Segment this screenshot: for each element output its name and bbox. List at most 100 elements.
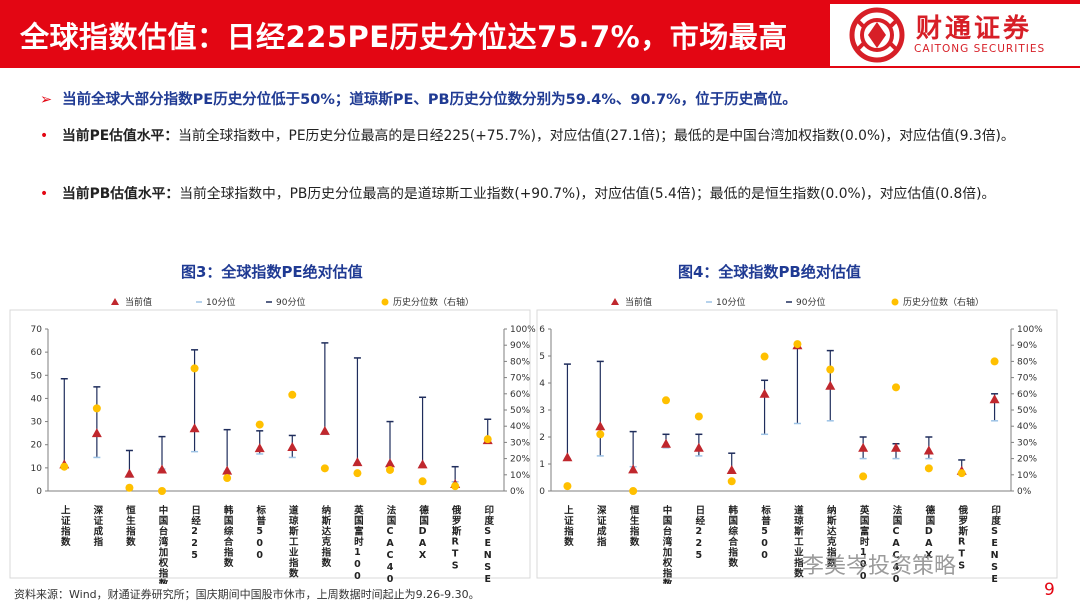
percentile-point — [255, 420, 264, 429]
x-tick-label: 纳斯达克指数 — [825, 504, 838, 568]
logo-emblem-icon — [849, 7, 905, 63]
percentile-point — [990, 357, 999, 366]
bullet-pb-label: 当前PB估值水平： — [62, 186, 180, 202]
lead-text: 当前全球大部分指数PE历史分位低于50%；道琼斯PE、PB历史分位数分别为59.… — [62, 92, 797, 108]
y2-tick-label: 40% — [510, 422, 530, 432]
current-value-marker — [693, 442, 704, 452]
watermark-text: 李美岑投资策略 — [802, 554, 957, 579]
logo-text-cn: 财通证券 — [916, 14, 1033, 44]
x-tick-label: 道琼斯工业指数 — [792, 504, 805, 578]
bullet-dot-icon: • — [40, 186, 49, 202]
legend-current-marker — [611, 298, 619, 305]
x-tick-label: 印度SENSEX30 — [989, 504, 1001, 584]
percentile-point — [418, 477, 427, 486]
y-tick-label: 6 — [539, 325, 545, 335]
percentile-point — [451, 482, 460, 491]
x-tick-label: 英国富时100 — [858, 504, 870, 583]
x-tick-label: 韩国综合指数 — [726, 504, 739, 568]
y2-tick-label: 50% — [510, 406, 530, 416]
legend-percentile-marker — [891, 298, 899, 306]
x-tick-label: 上证指数 — [59, 504, 72, 547]
y2-tick-label: 100% — [510, 325, 536, 335]
y-tick-label: 50 — [31, 371, 43, 381]
percentile-point — [483, 435, 492, 444]
percentile-point — [826, 365, 835, 374]
legend-current-label: 当前值 — [125, 296, 152, 308]
legend-current-label: 当前值 — [625, 296, 652, 308]
x-tick-label: 法国CAC40 — [891, 504, 903, 584]
chart-pb-title: 图4：全球指数PB绝对估值 — [678, 263, 861, 281]
y2-tick-label: 40% — [1017, 422, 1037, 432]
legend-p10-label: 10分位 — [206, 296, 235, 308]
percentile-point — [694, 412, 703, 421]
percentile-point — [859, 472, 868, 481]
x-tick-label: 深证成指 — [595, 504, 607, 547]
current-value-marker — [858, 442, 869, 452]
current-value-marker — [891, 442, 901, 452]
legend-current-marker — [111, 298, 119, 305]
current-value-marker — [222, 465, 233, 475]
x-tick-label: 道琼斯工业指数 — [287, 504, 300, 578]
percentile-point — [92, 404, 101, 413]
legend-percentile-label: 历史分位数（右轴） — [393, 296, 474, 308]
legend-p90-label: 90分位 — [276, 296, 305, 308]
y2-tick-label: 90% — [1017, 341, 1037, 351]
y2-tick-label: 20% — [1017, 455, 1037, 465]
y2-tick-label: 70% — [510, 374, 530, 384]
x-tick-label: 英国富时100 — [352, 504, 364, 583]
x-tick-label: 标普500 — [254, 504, 267, 562]
y-tick-label: 0 — [36, 487, 42, 497]
x-tick-label: 上证指数 — [562, 504, 575, 547]
chart-pb: 01234560%10%20%30%40%50%60%70%80%90%100%… — [536, 296, 1058, 584]
x-tick-label: 德国DAX — [417, 504, 429, 562]
chart-pe-title: 图3：全球指数PE绝对估值 — [181, 263, 363, 281]
y2-tick-label: 0% — [510, 487, 525, 497]
current-value-marker — [759, 388, 770, 398]
percentile-point — [158, 487, 166, 495]
y2-tick-label: 20% — [510, 455, 530, 465]
percentile-point — [596, 430, 605, 439]
x-tick-label: 德国DAX — [923, 504, 935, 562]
y-tick-label: 1 — [539, 460, 545, 470]
bullet-pb-text: 当前全球指数中，PB历史分位最高的是道琼斯工业指数(+90.7%)，对应估值(5… — [179, 186, 996, 202]
source-footnote: 资料来源：Wind，财通证券研究所；国庆期间中国股市休市，上周数据时间起止为9.… — [14, 588, 480, 601]
x-tick-label: 标普500 — [759, 504, 772, 562]
chart-pe: 0 10 20 30 40 50 60 70 0% 10% 20% 30% 40% 50% 60% 70% 80… — [9, 296, 536, 584]
arrow-bullet-icon: ➢ — [40, 92, 53, 108]
page-title: 全球指数估值：日经225PE历史分位达75.7%，市场最高 — [20, 20, 788, 54]
y-tick-label: 70 — [31, 325, 43, 335]
y-tick-label: 2 — [539, 433, 545, 443]
percentile-point — [563, 482, 572, 491]
percentile-point — [190, 364, 199, 373]
y2-tick-label: 10% — [1017, 471, 1037, 481]
current-value-marker — [923, 445, 934, 455]
percentile-point — [727, 477, 736, 486]
y-tick-label: 4 — [539, 379, 545, 389]
x-tick-label: 中国台湾加权指数 — [157, 504, 170, 584]
legend-p90-label: 90分位 — [796, 296, 825, 308]
percentile-point — [386, 465, 394, 474]
x-tick-label: 韩国综合指数 — [222, 504, 235, 568]
y-tick-label: 10 — [31, 464, 43, 474]
y-tick-label: 0 — [539, 487, 545, 497]
current-value-marker — [91, 428, 102, 438]
y-tick-label: 3 — [539, 406, 545, 416]
current-value-marker — [254, 443, 265, 453]
percentile-point — [892, 383, 900, 392]
y2-tick-label: 50% — [1017, 406, 1037, 416]
y2-tick-label: 100% — [1017, 325, 1043, 335]
chart-frame — [536, 309, 1058, 579]
legend-percentile-marker — [381, 298, 389, 306]
current-value-marker — [989, 394, 1000, 404]
y-tick-label: 30 — [31, 418, 43, 428]
y2-tick-label: 60% — [1017, 390, 1037, 400]
x-tick-label: 俄罗斯RTS — [450, 504, 463, 572]
percentile-point — [924, 464, 933, 473]
y2-tick-label: 10% — [510, 471, 530, 481]
bullet-dot-icon: • — [40, 128, 49, 144]
x-tick-label: 深证成指 — [91, 504, 103, 547]
page-number: 9 — [1044, 580, 1055, 600]
x-tick-label: 俄罗斯RTS — [956, 504, 969, 572]
current-value-marker — [124, 468, 135, 478]
current-value-marker — [352, 457, 363, 467]
